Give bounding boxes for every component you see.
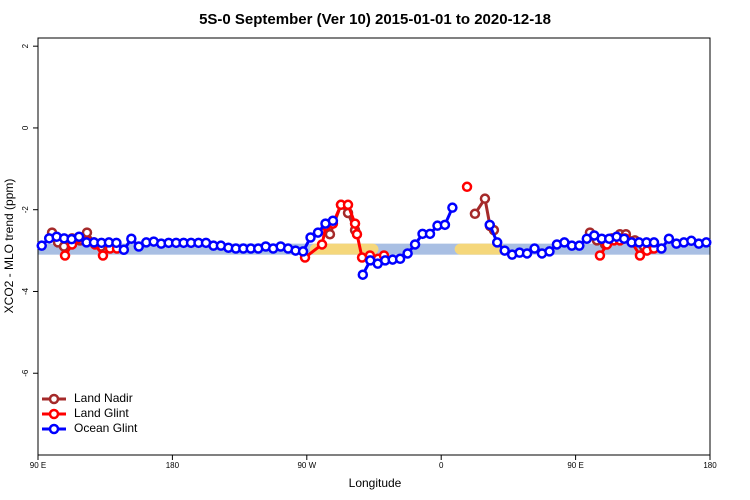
y-axis-label: XCO2 - MLO trend (ppm) [2,179,16,314]
data-point [663,233,675,244]
legend-marker [48,423,60,435]
x-tick-label: 180 [166,461,180,470]
data-point [499,245,510,256]
data-point [402,248,413,259]
data-point [316,239,328,250]
y-tick-label: -2 [21,206,30,214]
y-tick-label: 2 [21,43,30,48]
x-tick-label: 90 E [567,461,583,470]
data-point [81,227,93,238]
data-point [521,248,533,259]
data-point [701,237,712,248]
data-point [594,250,606,261]
data-point [529,243,540,254]
data-point [36,240,47,251]
data-point [297,246,309,257]
data-point [409,239,421,250]
y-tick-label: 0 [21,125,30,130]
y-tick-label: -6 [21,369,30,377]
data-point [305,232,316,243]
data-point [447,202,458,213]
data-point [424,228,436,240]
data-point [312,227,324,238]
data-point [97,250,109,261]
data-point [111,237,122,249]
x-tick-label: 90 W [297,461,316,470]
data-point [118,244,130,256]
data-point [349,218,361,229]
legend-label: Ocean Glint [74,421,138,435]
x-tick-label: 0 [439,461,444,470]
data-point [544,246,555,257]
data-point [342,199,354,211]
data-point [324,228,336,240]
data-point [461,181,473,193]
data-point [126,233,137,244]
data-point [133,241,145,252]
data-point [491,237,503,248]
x-tick-label: 90 E [30,461,46,470]
legend-marker [48,408,60,420]
data-point [59,250,71,261]
data-point [656,243,667,254]
data-point [357,269,369,280]
data-point [439,219,451,231]
data-point [469,208,481,220]
data-point [327,215,339,226]
data-point [634,250,646,261]
data-point [73,231,85,242]
data-point [484,219,495,231]
chart-title: 5S-0 September (Ver 10) 2015-01-01 to 20… [199,11,551,28]
data-point [58,241,70,252]
land-span [454,243,506,255]
legend-label: Land Glint [74,406,129,420]
data-point [394,253,406,265]
x-axis-label: Longitude [349,476,402,490]
data-point [648,237,660,248]
legend-marker [48,393,60,405]
y-tick-label: -4 [21,287,30,295]
data-point [574,240,585,251]
data-point [351,228,363,240]
legend-label: Land Nadir [74,391,133,405]
data-point [479,193,491,204]
x-tick-label: 180 [703,461,717,470]
